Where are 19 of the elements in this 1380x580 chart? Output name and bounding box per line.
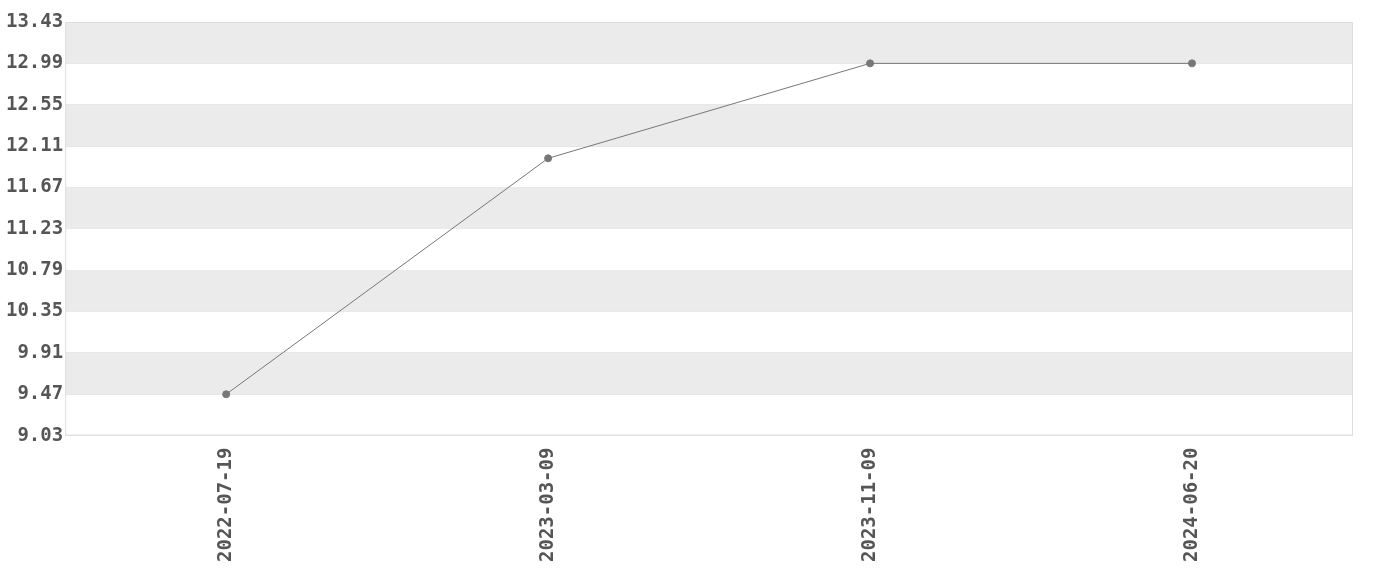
point: [544, 154, 553, 163]
y-tick-label: 10.35: [5, 298, 64, 321]
point: [866, 59, 875, 68]
y-tick-label: 9.03: [17, 422, 64, 445]
y-tick-label: 9.91: [17, 339, 64, 362]
x-tick-label: 2023-03-09: [535, 447, 558, 562]
y-tick-label: 12.99: [5, 50, 64, 73]
y-tick-label: 9.47: [17, 381, 64, 404]
y-tick-label: 12.55: [5, 91, 64, 114]
y-tick-label: 10.79: [5, 257, 64, 280]
y-tick-label: 13.43: [5, 8, 64, 31]
x-tick-label: 2024-06-20: [1178, 447, 1201, 562]
point: [222, 390, 231, 399]
y-tick-label: 12.11: [5, 133, 64, 156]
x-tick-label: 2023-11-09: [857, 447, 880, 562]
x-tick-label: 2022-07-19: [213, 447, 236, 562]
y-tick-label: 11.67: [5, 174, 64, 197]
y-tick-label: 11.23: [5, 215, 64, 238]
point: [1188, 59, 1197, 68]
